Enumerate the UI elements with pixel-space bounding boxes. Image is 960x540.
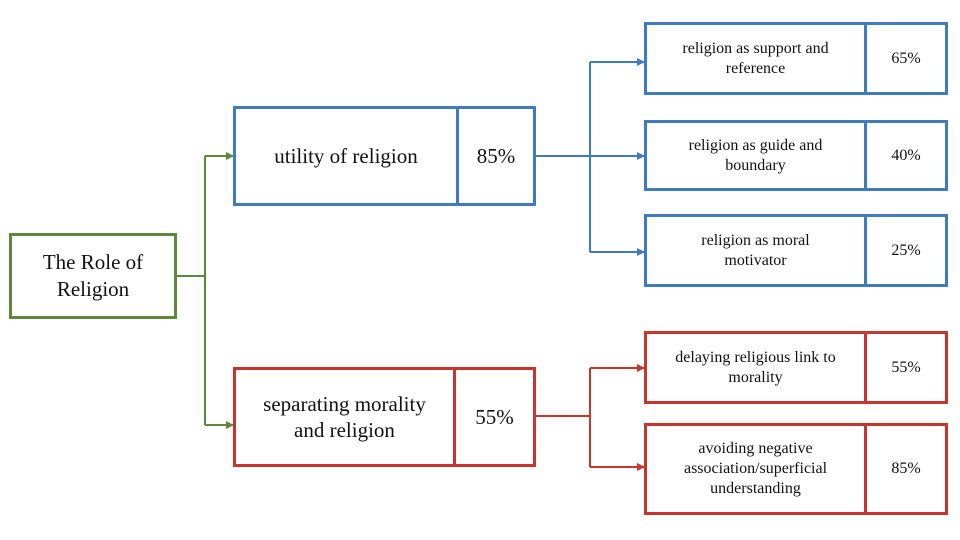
branch-separating-node: separating morality and religion 55% — [233, 367, 536, 467]
child-motivator-node: religion as moral motivator 25% — [644, 214, 948, 287]
child-avoiding-value: 85% — [891, 460, 921, 477]
branch-utility-node: utility of religion 85% — [233, 106, 536, 206]
child-guide-node: religion as guide and boundary 40% — [644, 120, 948, 191]
root-node: The Role of Religion — [9, 233, 177, 319]
child-support-node: religion as support and reference 65% — [644, 22, 948, 95]
child-guide-value: 40% — [891, 146, 921, 164]
branch-separating-value: 55% — [475, 404, 514, 429]
branch-utility-value: 85% — [476, 143, 516, 168]
root-connectors — [177, 152, 234, 429]
utility-connectors — [536, 58, 645, 256]
branch-separating-label: separating morality and religion — [236, 370, 456, 464]
child-support-value: 65% — [891, 49, 921, 67]
child-motivator-value: 25% — [891, 241, 921, 259]
child-delaying-node: delaying religious link to morality 55% — [644, 331, 948, 404]
root-label: The Role of Religion — [42, 249, 144, 301]
child-delaying-value: 55% — [891, 358, 921, 376]
child-guide-label: religion as guide and boundary — [647, 123, 867, 188]
child-support-label: religion as support and reference — [647, 25, 867, 92]
child-delaying-label: delaying religious link to morality — [647, 334, 867, 401]
child-motivator-label: religion as moral motivator — [647, 217, 867, 284]
branch-utility-label: utility of religion — [236, 109, 459, 203]
separating-connectors — [536, 364, 645, 471]
child-avoiding-label: avoiding negative association/superficia… — [647, 426, 867, 512]
child-avoiding-node: avoiding negative association/superficia… — [644, 423, 948, 515]
